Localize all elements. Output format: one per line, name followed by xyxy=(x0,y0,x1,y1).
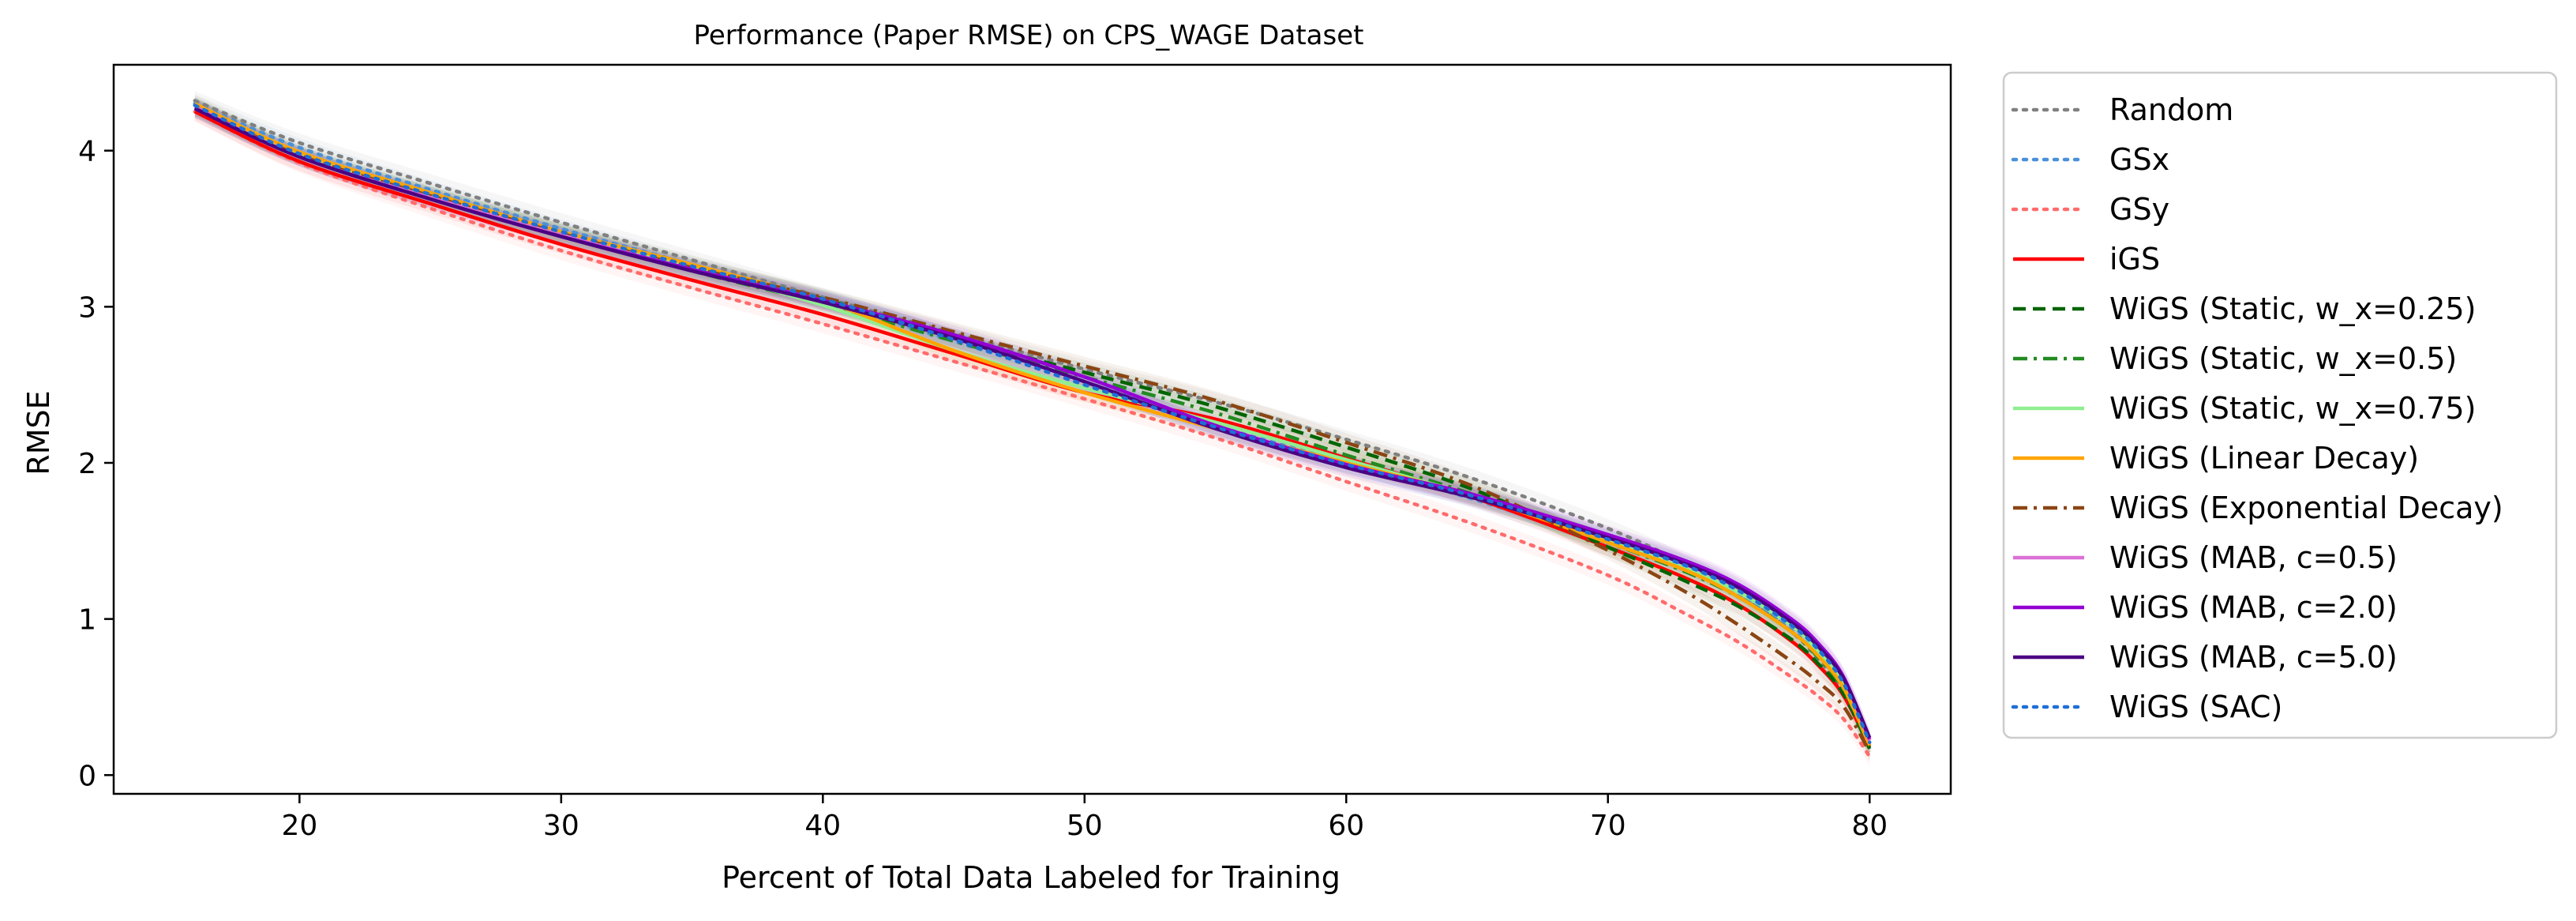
x-tick-label: 80 xyxy=(1851,810,1888,842)
legend-label: iGS xyxy=(2109,242,2160,276)
series-band-4 xyxy=(194,102,1870,757)
series-line-13 xyxy=(193,103,1872,745)
legend: Random GSx GSy iGS WiGS (Static, w_x=0.25) Wi… xyxy=(2002,71,2558,739)
legend-label: WiGS (MAB, c=0.5) xyxy=(2109,540,2398,575)
series-band-1 xyxy=(194,91,1870,758)
legend-label: WiGS (MAB, c=2.0) xyxy=(2109,590,2398,625)
y-tick-label: 4 xyxy=(78,136,96,168)
legend-label: GSx xyxy=(2109,142,2169,177)
legend-label: Random xyxy=(2109,92,2233,127)
x-tick-label: 50 xyxy=(1067,810,1103,842)
x-axis: 20 30 40 50 60 70 80 xyxy=(281,794,1888,842)
legend-label: WiGS (Static, w_x=0.75) xyxy=(2109,391,2476,426)
y-axis: 0 1 2 3 4 xyxy=(78,136,114,792)
legend-label: WiGS (Static, w_x=0.25) xyxy=(2109,291,2476,326)
series-line-12 xyxy=(193,107,1872,739)
x-tick-label: 20 xyxy=(281,810,317,842)
confidence-bands xyxy=(194,91,1870,766)
y-tick-label: 0 xyxy=(78,760,96,792)
y-tick-label: 3 xyxy=(78,291,96,324)
x-tick-label: 40 xyxy=(804,810,841,842)
plot-frame xyxy=(112,63,1952,795)
x-tick-label: 60 xyxy=(1328,810,1364,842)
series-line-2 xyxy=(193,102,1872,746)
series-band-2 xyxy=(194,94,1870,754)
series-band-3 xyxy=(194,102,1870,766)
y-tick-label: 2 xyxy=(78,448,96,480)
x-axis-label: Percent of Total Data Labeled for Traini… xyxy=(722,860,1340,895)
legend-label: WiGS (MAB, c=5.0) xyxy=(2109,640,2398,675)
legend-label: WiGS (Exponential Decay) xyxy=(2109,491,2503,525)
legend-label: WiGS (Static, w_x=0.5) xyxy=(2109,341,2457,376)
series-lines xyxy=(193,99,1872,758)
legend-label: WiGS (Linear Decay) xyxy=(2109,441,2419,476)
legend-frame xyxy=(2002,71,2558,739)
series-line-3 xyxy=(193,110,1872,758)
legend-label: GSy xyxy=(2109,192,2169,227)
y-axis-label: RMSE xyxy=(21,390,56,475)
x-tick-label: 30 xyxy=(543,810,579,842)
legend-label: WiGS (SAC) xyxy=(2109,690,2282,724)
y-tick-label: 1 xyxy=(78,604,96,637)
chart-title: Performance (Paper RMSE) on CPS_WAGE Dat… xyxy=(694,20,1364,51)
x-tick-label: 70 xyxy=(1590,810,1626,842)
series-line-5 xyxy=(193,105,1872,750)
